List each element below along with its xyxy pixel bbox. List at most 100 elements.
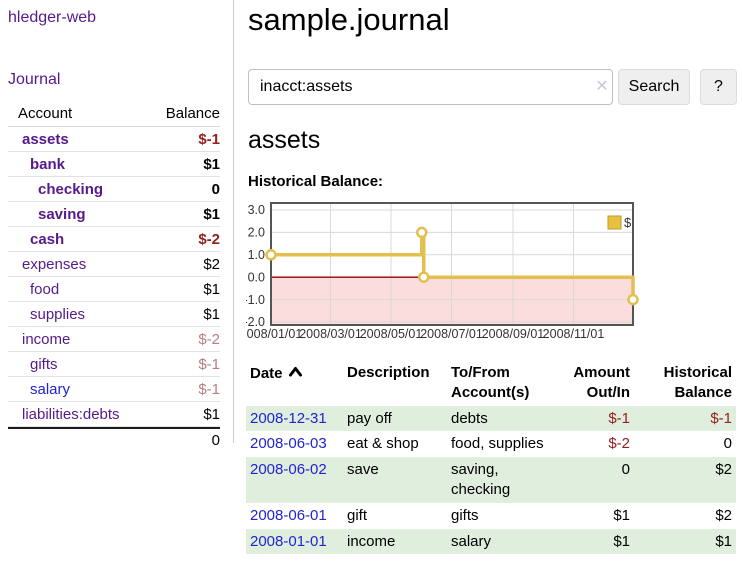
search-input[interactable] — [248, 69, 613, 105]
transaction-accounts: debts — [451, 409, 488, 427]
transaction-accounts: food, supplies — [451, 435, 544, 453]
clear-search-icon[interactable]: ✕ — [595, 78, 609, 95]
transaction-description: pay off — [347, 409, 392, 427]
account-balance: $-2 — [198, 330, 220, 348]
account-row: saving $1 — [8, 202, 220, 227]
sidebar-account-link[interactable]: checking — [38, 180, 104, 198]
legend-label: $ — [624, 215, 632, 230]
transaction-row: 2008-12-31 pay off debts $-1 $-1 — [246, 405, 736, 432]
transaction-date-link[interactable]: 2008-12-31 — [250, 409, 327, 427]
y-axis-label: -1.0 — [246, 293, 265, 307]
transaction-balance: $2 — [715, 461, 732, 479]
sidebar-account-link[interactable]: expenses — [22, 255, 87, 273]
transaction-date-link[interactable]: 2008-06-01 — [250, 506, 327, 524]
page-title: sample.journal — [248, 2, 450, 37]
sidebar-item-journal[interactable]: Journal — [8, 71, 61, 88]
sort-ascending-icon — [288, 363, 303, 383]
sidebar-account-link[interactable]: liabilities:debts — [22, 405, 120, 423]
sidebar-account-link[interactable]: bank — [30, 155, 66, 173]
column-header-amount: Amount Out/In — [573, 364, 630, 401]
transaction-row: 2008-06-03 eat & shop food, supplies $-2 0 — [246, 431, 736, 457]
account-balance: $-1 — [198, 380, 220, 398]
help-button[interactable]: ? — [700, 69, 737, 105]
account-balance: $1 — [203, 155, 220, 173]
accounts-table-header: Account Balance — [8, 101, 220, 127]
transaction-balance: $-1 — [710, 409, 732, 427]
chart-point — [416, 226, 428, 239]
transaction-row: 2008-06-02 save saving, checking 0 $2 — [246, 457, 736, 503]
x-axis-label: 2008/11/01 — [543, 327, 605, 341]
transaction-amount: $1 — [613, 506, 630, 524]
sidebar-account-link[interactable]: food — [30, 280, 60, 298]
column-header-description: Description — [347, 364, 430, 381]
accounts-column-header: Account — [18, 105, 73, 122]
column-header-balance: Historical Balance — [663, 364, 732, 401]
account-row: bank $1 — [8, 152, 220, 177]
y-axis-label: 0.0 — [248, 270, 265, 284]
column-header-date[interactable]: Date — [246, 360, 343, 406]
transaction-row: 2008-01-01 income salary $1 $1 — [246, 528, 736, 555]
y-axis-label: 1.0 — [248, 248, 265, 262]
account-row: checking 0 — [8, 177, 220, 202]
chart-point — [265, 249, 277, 261]
transaction-amount: $-2 — [608, 435, 630, 453]
transaction-accounts: saving, checking — [451, 461, 511, 498]
transaction-date-cell: 2008-06-02 — [246, 457, 343, 503]
transaction-balance: $1 — [715, 532, 732, 550]
transaction-date-cell: 2008-01-01 — [246, 529, 343, 555]
register-header-row: Date Description To/From Account(s) Amou… — [246, 360, 736, 406]
account-balance: $1 — [203, 280, 220, 298]
chart-point — [627, 293, 639, 306]
accounts-rows: assets $-1 bank $1 checking 0 saving $1 cash $-2 e… — [8, 127, 220, 427]
account-row: expenses $2 — [8, 252, 220, 277]
transaction-description: income — [347, 532, 396, 550]
balance-column-header: Balance — [165, 105, 220, 122]
account-balance: $1 — [203, 205, 220, 223]
chart-border — [270, 202, 634, 326]
transaction-amount: 0 — [621, 461, 630, 479]
sidebar-account-link[interactable]: cash — [30, 230, 65, 248]
transaction-accounts: gifts — [451, 506, 479, 524]
sidebar-account-link[interactable]: assets — [22, 130, 69, 148]
register-rows: 2008-12-31 pay off debts $-1 $-1 2008-06-03 ea… — [246, 405, 736, 555]
legend-swatch — [607, 215, 622, 230]
sidebar-divider — [233, 0, 234, 443]
app-brand-link[interactable]: hledger-web — [8, 9, 97, 26]
transaction-balance: 0 — [723, 435, 732, 453]
accounts-table: Account Balance assets $-1 bank $1 checking 0… — [8, 101, 220, 452]
transaction-date-link[interactable]: 2008-01-01 — [250, 532, 327, 550]
y-axis-label: 2.0 — [248, 226, 265, 240]
account-balance: $-1 — [198, 130, 220, 148]
account-balance: $-1 — [198, 355, 220, 373]
account-row: assets $-1 — [8, 127, 220, 152]
accounts-total-value: 0 — [211, 432, 220, 449]
transaction-date-cell: 2008-12-31 — [246, 406, 343, 432]
accounts-total-row: 0 — [8, 427, 220, 452]
transaction-date-link[interactable]: 2008-06-02 — [250, 461, 327, 479]
sidebar-account-link[interactable]: salary — [30, 380, 71, 398]
column-header-accounts: To/From Account(s) — [451, 364, 530, 401]
transaction-amount: $1 — [613, 532, 630, 550]
account-heading: assets — [248, 126, 321, 154]
x-axis-label: 2008/07/01 — [420, 327, 483, 341]
account-row: liabilities:debts $1 — [8, 402, 220, 427]
x-axis-label: 2008/05/01 — [360, 327, 423, 341]
transaction-amount: $-1 — [608, 409, 630, 427]
sidebar-account-link[interactable]: supplies — [30, 305, 86, 323]
transaction-date-cell: 2008-06-01 — [246, 503, 343, 529]
account-row: income $-2 — [8, 327, 220, 352]
search-button[interactable]: Search — [618, 69, 690, 105]
transaction-description: eat & shop — [347, 435, 419, 453]
account-balance: $1 — [203, 405, 220, 423]
register-table: Date Description To/From Account(s) Amou… — [246, 360, 736, 555]
y-axis-label: 3.0 — [248, 203, 265, 217]
sidebar-account-link[interactable]: income — [22, 330, 71, 348]
x-axis-label: 2008/09/01 — [482, 327, 545, 341]
transaction-date-cell: 2008-06-03 — [246, 431, 343, 457]
x-axis-label: 2008/01/01 — [246, 327, 302, 341]
sidebar-account-link[interactable]: saving — [38, 205, 86, 223]
account-row: supplies $1 — [8, 302, 220, 327]
sidebar-account-link[interactable]: gifts — [30, 355, 58, 373]
account-balance: $2 — [203, 255, 220, 273]
transaction-date-link[interactable]: 2008-06-03 — [250, 435, 327, 453]
